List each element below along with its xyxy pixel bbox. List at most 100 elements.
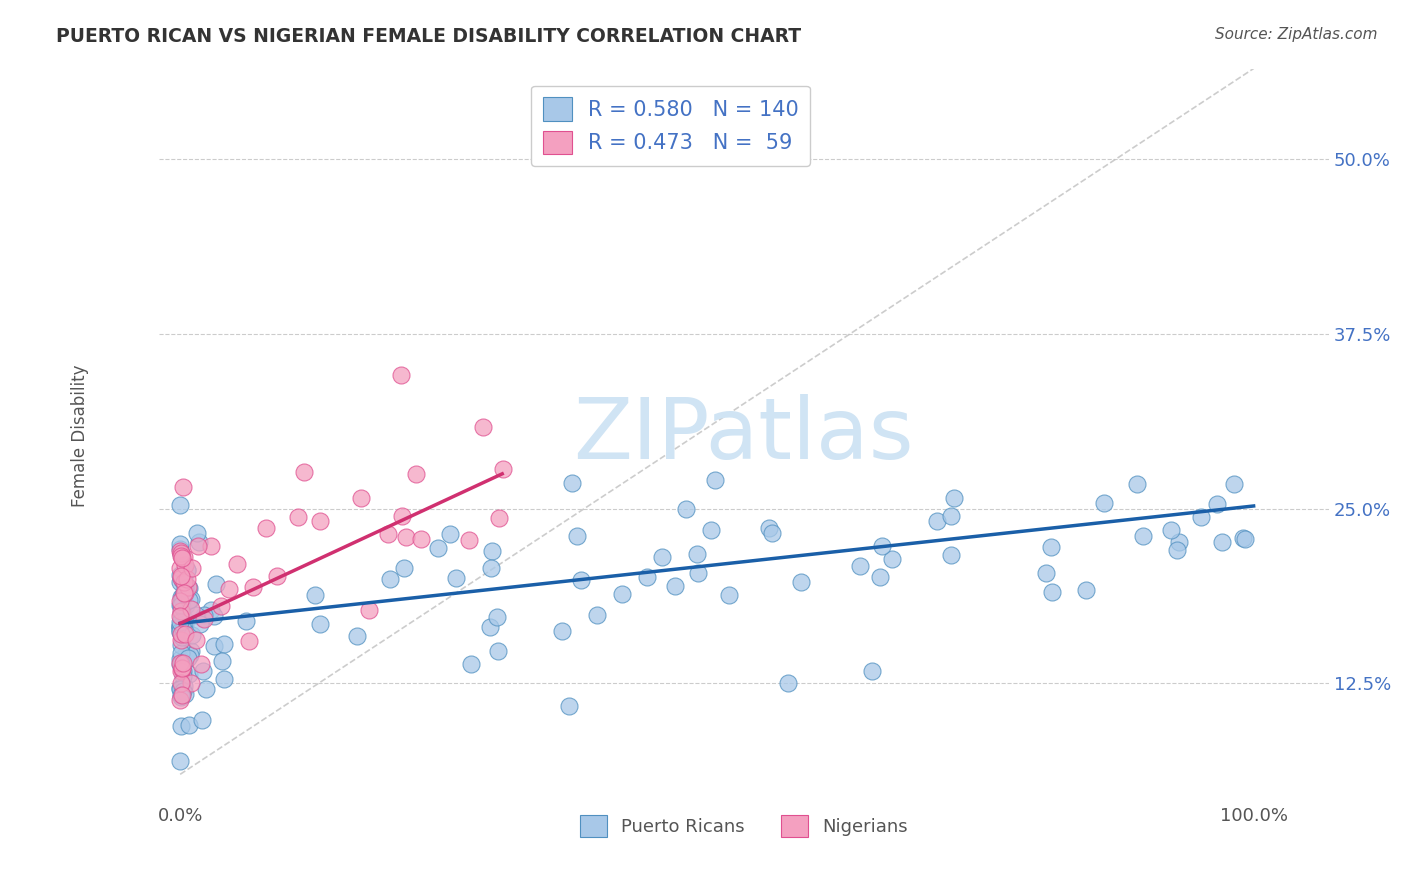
Point (186, 632, 208, 647)
Point (939, 548, 962, 562)
Point (169, 623, 191, 637)
Point (170, 549, 193, 563)
Point (1166, 543, 1188, 558)
Point (586, 607, 609, 622)
Point (173, 687, 195, 701)
Point (1205, 497, 1227, 511)
Point (761, 526, 783, 541)
Point (173, 627, 195, 641)
Point (179, 648, 201, 663)
Point (558, 698, 581, 713)
Point (173, 575, 195, 590)
Point (187, 539, 209, 553)
Point (242, 580, 264, 594)
Point (169, 543, 191, 558)
Point (703, 473, 725, 487)
Point (225, 557, 247, 571)
Point (170, 546, 193, 560)
Point (169, 619, 191, 633)
Point (172, 656, 194, 670)
Point (460, 657, 482, 671)
Point (405, 467, 427, 482)
Point (1167, 534, 1189, 549)
Point (176, 573, 198, 587)
Point (179, 581, 201, 595)
Point (169, 615, 191, 629)
Point (169, 719, 191, 733)
Point (235, 614, 257, 628)
Point (173, 581, 195, 595)
Point (169, 625, 191, 640)
Point (686, 566, 709, 580)
Point (308, 514, 330, 528)
Point (170, 664, 193, 678)
Point (173, 625, 195, 640)
Point (172, 480, 194, 494)
Point (180, 628, 202, 642)
Point (479, 561, 502, 575)
Point (169, 619, 191, 633)
Point (1126, 476, 1149, 491)
Point (471, 419, 494, 434)
Point (177, 580, 200, 594)
Point (350, 491, 373, 505)
Point (173, 586, 195, 600)
Point (172, 590, 194, 604)
Point (184, 607, 207, 622)
Point (174, 647, 197, 661)
Point (170, 604, 193, 618)
Point (304, 588, 326, 602)
Point (394, 530, 416, 544)
Point (479, 619, 502, 633)
Point (169, 568, 191, 582)
Text: PUERTO RICAN VS NIGERIAN FEMALE DISABILITY CORRELATION CHART: PUERTO RICAN VS NIGERIAN FEMALE DISABILI… (56, 27, 801, 45)
Point (675, 502, 697, 516)
Point (169, 598, 191, 612)
Point (346, 629, 368, 643)
Point (173, 571, 195, 585)
Point (170, 630, 193, 644)
Point (170, 646, 193, 660)
Point (172, 627, 194, 641)
Point (176, 598, 198, 612)
Point (172, 616, 194, 631)
Point (211, 654, 233, 668)
Point (664, 579, 686, 593)
Point (1092, 496, 1115, 510)
Point (551, 624, 574, 639)
Point (170, 690, 193, 704)
Point (637, 570, 659, 584)
Point (292, 465, 315, 479)
Point (202, 639, 225, 653)
Point (190, 713, 212, 727)
Point (174, 616, 197, 631)
Point (939, 508, 962, 523)
Point (176, 563, 198, 577)
Point (610, 587, 633, 601)
Point (169, 657, 191, 671)
Point (925, 514, 948, 528)
Point (177, 593, 200, 607)
Point (686, 547, 709, 561)
Point (179, 718, 201, 732)
Point (377, 526, 399, 541)
Point (378, 572, 401, 586)
Point (172, 601, 194, 615)
Point (174, 558, 197, 573)
Point (869, 569, 891, 583)
Point (1074, 582, 1097, 597)
Point (200, 539, 222, 553)
Point (170, 569, 193, 583)
Point (169, 681, 191, 696)
Point (169, 620, 191, 634)
Point (212, 637, 235, 651)
Point (1191, 509, 1213, 524)
Point (188, 616, 211, 631)
Point (172, 573, 194, 587)
Point (790, 575, 813, 590)
Point (1132, 529, 1154, 543)
Point (457, 533, 479, 548)
Point (186, 525, 208, 540)
Point (392, 561, 415, 575)
Point (1223, 477, 1246, 491)
